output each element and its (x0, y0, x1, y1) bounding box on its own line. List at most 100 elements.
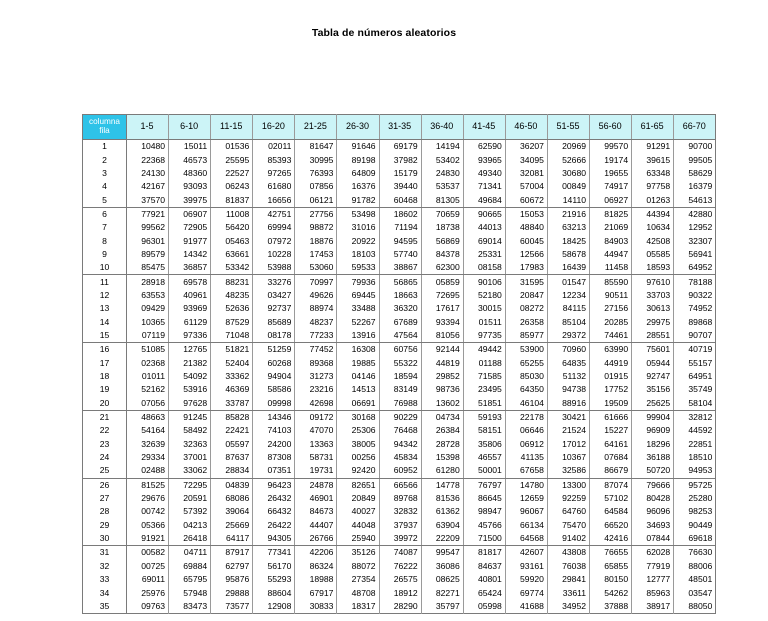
data-cell: 89868 (688, 316, 713, 327)
data-cell: 28290 (379, 599, 422, 614)
data-cell: 56865 (379, 274, 422, 289)
row-number-cell: 35 (82, 599, 127, 614)
data-cell: 53498 (336, 207, 380, 222)
data-cell: 18663 (379, 288, 422, 303)
data-cell: 06912 (505, 437, 548, 451)
row-number-cell: 18 (82, 369, 127, 384)
data-cell: 88916 (547, 396, 591, 411)
data-cell: 35797 (421, 599, 464, 614)
column-header-56-60: 56-60 (589, 114, 633, 140)
data-cell: 28834 (210, 464, 254, 479)
row-number-cell: 7 (82, 221, 127, 235)
data-cell: 08272 (505, 302, 548, 316)
data-cell: 08178 (252, 328, 296, 344)
data-cell: 16308 (336, 342, 380, 357)
data-cell: 32639 (126, 437, 170, 451)
data-cell: 01536 (210, 139, 254, 154)
row-number-cell: 29 (82, 518, 127, 532)
data-cell: 82271 (421, 586, 464, 600)
table-row: 24 29334 37001 87637 87308 58731 00256 45834 153… (82, 450, 716, 465)
data-cell: 57392 (168, 505, 212, 519)
data-cell: 07119 (126, 328, 170, 344)
table-row: 8 96301 91977 05463 07972 18876 20922 94595 5686… (82, 234, 716, 248)
row-number-cell: 34 (82, 586, 127, 600)
data-cell: 37888 (589, 599, 633, 614)
data-cell: 32586 (547, 464, 591, 479)
data-cell: 17752 (589, 383, 633, 397)
data-cell: 49684 (463, 193, 506, 208)
data-cell: 57740 (379, 247, 422, 262)
table-header-row: columna fila 1-5 6-10 11-15 16-20 21-25 26-30 31… (82, 114, 716, 140)
data-cell: 71500 (463, 531, 506, 547)
data-cell: 15398 (421, 450, 464, 465)
data-cell: 51851 (463, 396, 506, 411)
random-numbers-table: columna fila 1-5 6-10 11-15 16-20 21-25 26-30 31… (82, 114, 717, 615)
data-cell: 32363 (168, 437, 212, 451)
row-number-cell: 23 (82, 437, 127, 451)
data-cell: 43808 (547, 545, 591, 560)
data-cell: 76655 (589, 545, 633, 560)
data-cell: 00256 (336, 450, 380, 465)
data-cell: 49626 (294, 288, 338, 303)
data-cell: 13300 (547, 478, 591, 492)
data-cell: 60672 (505, 193, 548, 208)
data-cell: 25280 (688, 493, 713, 504)
data-cell: 69618 (673, 531, 716, 547)
data-cell: 85689 (252, 315, 296, 329)
data-cell: 02488 (126, 464, 170, 479)
data-cell: 15053 (505, 207, 548, 222)
data-cell: 81825 (589, 207, 633, 222)
data-cell: 42880 (688, 208, 713, 219)
data-cell: 97265 (252, 166, 296, 181)
data-cell: 99570 (589, 139, 633, 154)
data-cell: 00582 (126, 545, 170, 560)
data-cell: 64809 (336, 166, 380, 181)
data-cell: 76468 (379, 424, 422, 438)
data-cell: 55293 (252, 573, 296, 587)
data-cell: 39064 (210, 505, 254, 519)
data-cell: 29372 (547, 328, 591, 344)
data-cell: 52666 (547, 153, 591, 167)
data-cell: 44819 (421, 356, 464, 370)
data-cell: 25669 (210, 518, 254, 532)
data-cell: 16656 (252, 193, 296, 208)
data-cell: 93969 (168, 302, 212, 316)
data-cell: 11458 (589, 261, 633, 276)
data-cell: 13916 (336, 328, 380, 344)
data-cell: 85393 (252, 153, 296, 167)
data-cell: 24878 (294, 478, 338, 492)
data-cell: 13602 (421, 396, 464, 411)
data-cell: 25331 (463, 247, 506, 262)
row-number-cell: 20 (82, 396, 127, 411)
data-cell: 84378 (421, 247, 464, 262)
table-row: 20 07056 97628 33787 09998 42698 06691 76988 136… (82, 396, 716, 411)
data-cell: 66520 (589, 518, 633, 532)
data-cell: 58104 (673, 396, 716, 411)
data-cell: 77341 (252, 545, 296, 560)
data-cell: 77233 (294, 328, 338, 344)
table-row: 4 42167 93093 06243 61680 07856 16376 39440 5353… (82, 180, 716, 194)
data-cell: 42167 (126, 180, 170, 194)
row-number-cell: 16 (82, 342, 127, 357)
row-number-cell: 25 (82, 464, 127, 479)
data-cell: 83149 (379, 383, 422, 397)
data-cell: 69179 (379, 139, 422, 154)
data-cell: 06691 (336, 396, 380, 411)
data-cell: 60468 (379, 193, 422, 208)
table-row: 25 02488 33062 28834 07351 19731 92420 60952 612… (82, 464, 716, 479)
data-cell: 59920 (505, 573, 548, 587)
data-cell: 11008 (210, 207, 254, 222)
data-cell: 64760 (547, 505, 591, 519)
data-cell: 54613 (673, 193, 716, 208)
data-cell: 40027 (336, 505, 380, 519)
data-cell: 64952 (673, 261, 716, 276)
data-cell: 12659 (505, 491, 548, 506)
data-cell: 98736 (421, 383, 464, 397)
data-cell: 38005 (336, 437, 380, 451)
data-cell: 69578 (168, 274, 212, 289)
data-cell: 81056 (421, 328, 464, 344)
data-cell: 84115 (547, 302, 591, 316)
data-cell: 03547 (688, 587, 713, 598)
data-cell: 90106 (463, 274, 506, 289)
data-cell: 37982 (379, 153, 422, 167)
